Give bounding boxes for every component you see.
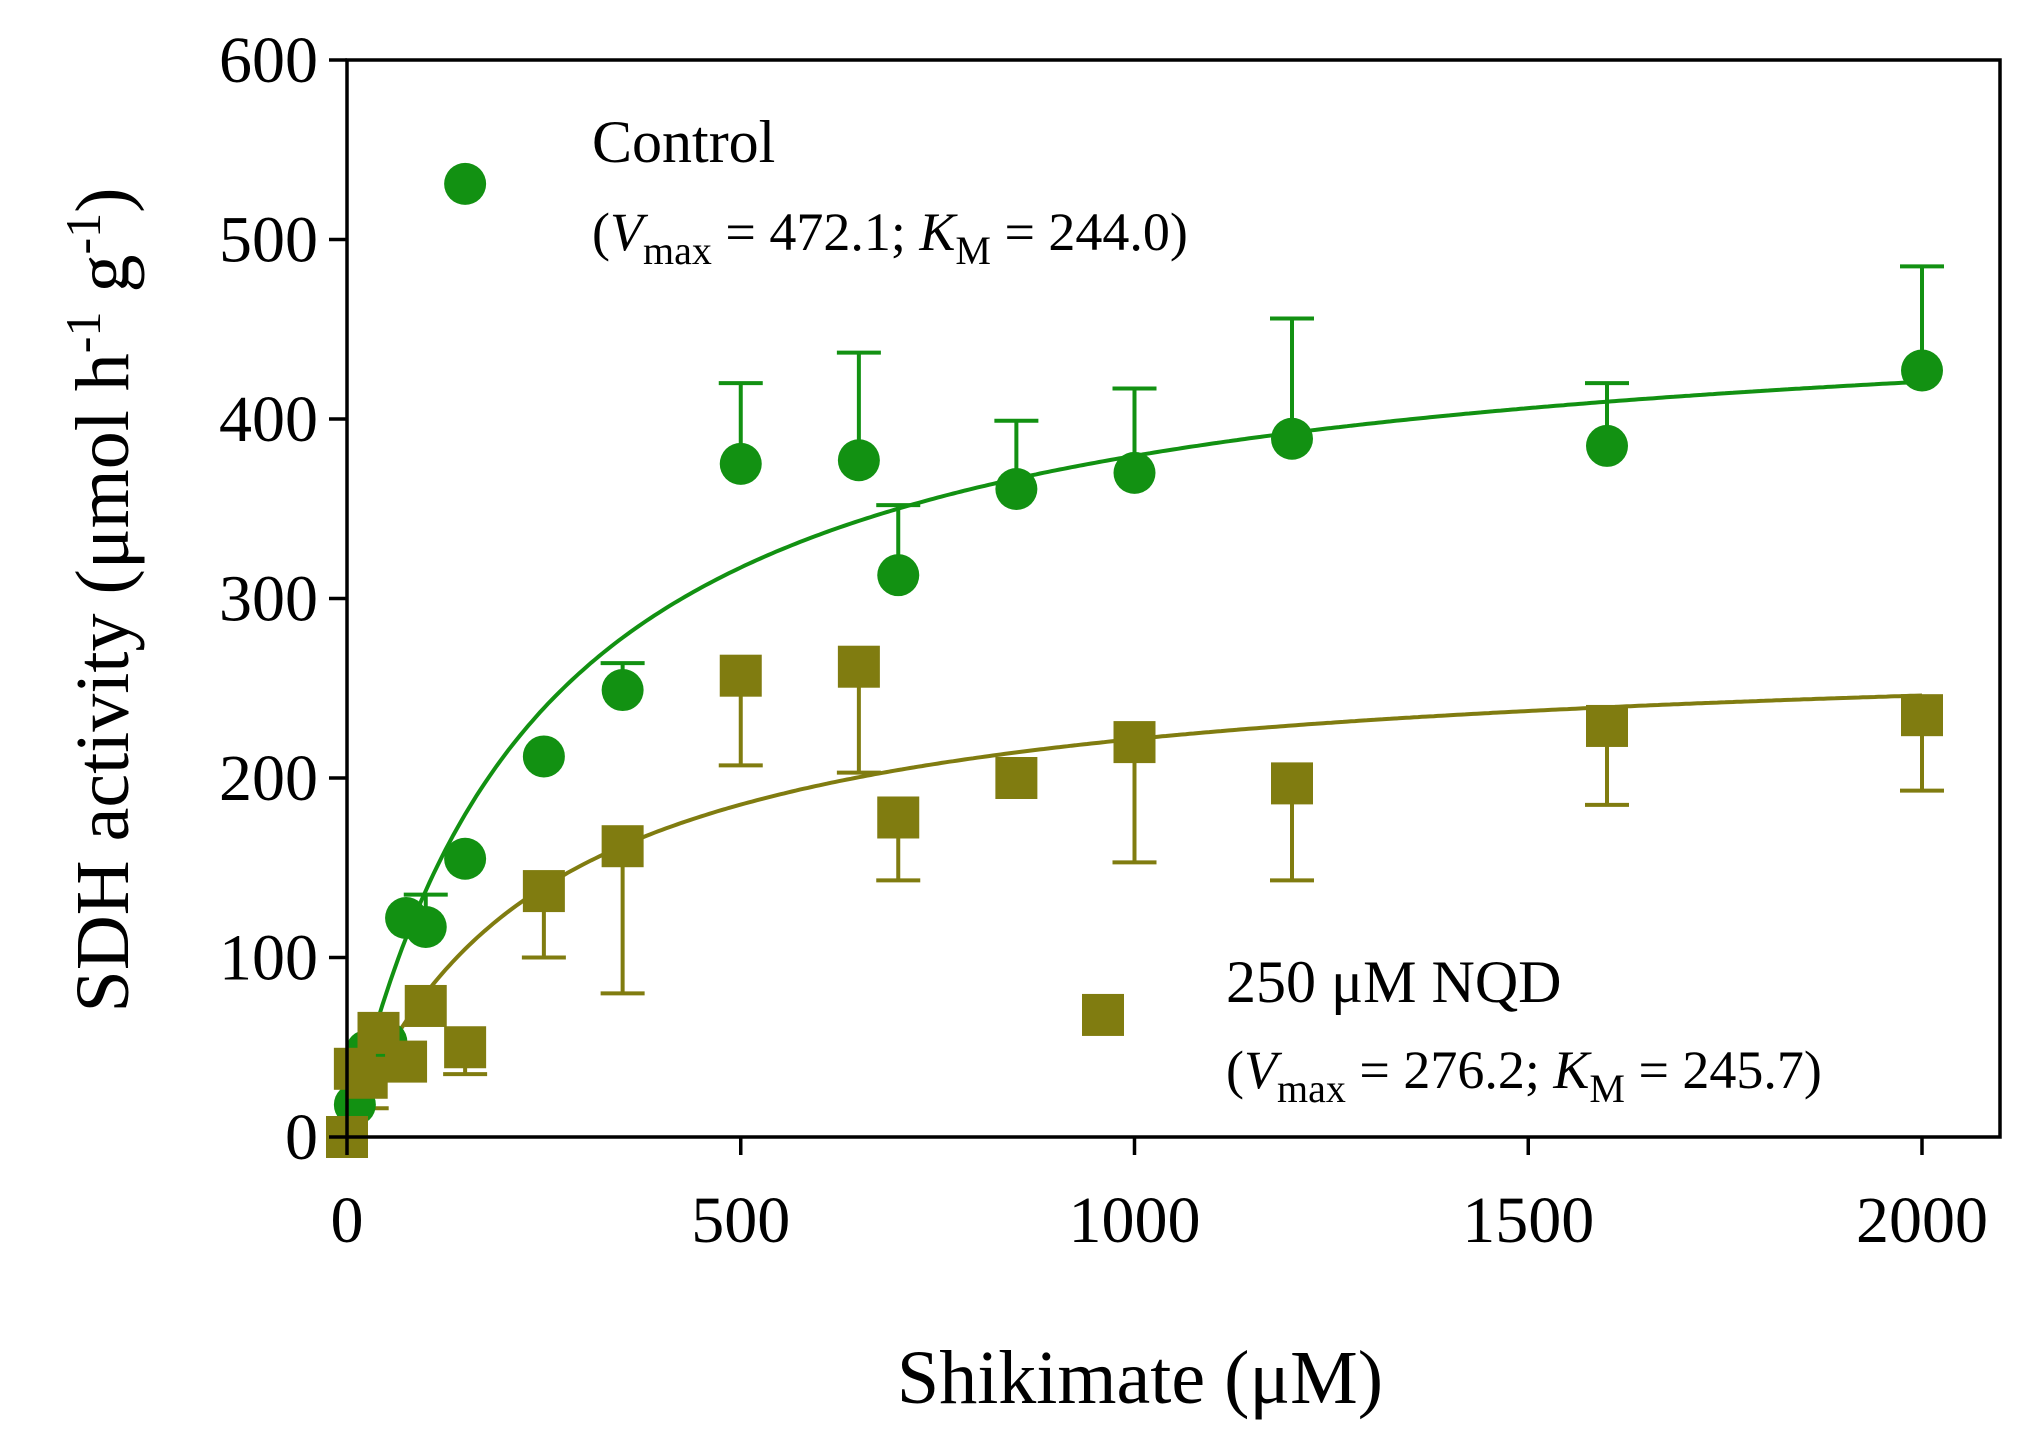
legend-control-params: (Vmax = 472.1; KM = 244.0) bbox=[592, 202, 1188, 273]
legend-nqd: 250 μM NQD (Vmax = 276.2; KM = 245.7) bbox=[1226, 949, 1822, 1111]
data-point-control bbox=[837, 439, 880, 482]
data-point-nqd bbox=[995, 757, 1038, 799]
data-point-control bbox=[1113, 451, 1156, 494]
data-point-control bbox=[877, 554, 920, 597]
data-point-control bbox=[444, 837, 487, 880]
x-tick-label: 1500 bbox=[1462, 1184, 1594, 1257]
data-point-nqd bbox=[385, 1040, 428, 1083]
legend-control-title: Control bbox=[592, 109, 775, 175]
data-point-control bbox=[995, 468, 1038, 511]
data-point-nqd bbox=[1586, 704, 1628, 747]
legend-marker-control bbox=[444, 162, 487, 205]
x-tick-label: 1000 bbox=[1069, 1184, 1201, 1257]
x-tick-label: 0 bbox=[331, 1184, 364, 1257]
data-point-nqd bbox=[1113, 721, 1156, 764]
data-point-nqd bbox=[444, 1026, 487, 1069]
y-tick-label: 600 bbox=[219, 24, 318, 97]
data-point-nqd bbox=[345, 1056, 388, 1099]
data-point-control bbox=[1586, 424, 1628, 467]
data-markers bbox=[326, 162, 1943, 1158]
y-tick-label: 500 bbox=[219, 204, 318, 277]
legend-marker-nqd bbox=[1082, 993, 1124, 1036]
legend-nqd-params: (Vmax = 276.2; KM = 245.7) bbox=[1226, 1040, 1822, 1111]
data-point-nqd bbox=[877, 796, 920, 839]
data-point-nqd bbox=[522, 870, 565, 913]
data-point-control bbox=[719, 442, 762, 485]
legend-control: Control (Vmax = 472.1; KM = 244.0) bbox=[592, 109, 1188, 273]
y-axis-title: SDH activity (μmol h-1 g-1) bbox=[55, 188, 145, 1013]
data-point-nqd bbox=[404, 984, 447, 1027]
data-point-control bbox=[1271, 417, 1313, 460]
data-point-nqd bbox=[601, 825, 644, 868]
x-tick-label: 500 bbox=[691, 1184, 790, 1257]
x-axis-title: Shikimate (μM) bbox=[897, 1336, 1383, 1420]
fit-curve-control bbox=[376, 379, 1923, 1019]
data-point-control bbox=[1901, 349, 1943, 392]
data-point-nqd bbox=[719, 654, 762, 697]
data-point-control bbox=[522, 735, 565, 778]
y-axis-title-mid: g bbox=[61, 255, 145, 312]
y-axis-title-end: ) bbox=[61, 188, 145, 213]
y-axis-title-main: SDH activity (μmol h bbox=[61, 353, 145, 1012]
y-tick-label: 200 bbox=[219, 742, 318, 815]
y-tick-label: 300 bbox=[219, 563, 318, 636]
y-tick-label: 400 bbox=[219, 383, 318, 456]
y-axis-ticks: 0 100 200 300 400 500 600 bbox=[219, 24, 347, 1174]
x-axis-ticks: 0 500 1000 1500 2000 bbox=[331, 1137, 1988, 1257]
data-point-nqd bbox=[1901, 694, 1943, 737]
y-axis-title-sup1: -1 bbox=[55, 312, 111, 354]
y-axis-title-sup2: -1 bbox=[55, 213, 111, 255]
data-point-nqd bbox=[1271, 762, 1313, 805]
legend-nqd-title: 250 μM NQD bbox=[1226, 949, 1562, 1015]
y-tick-label: 0 bbox=[285, 1101, 318, 1174]
x-tick-label: 2000 bbox=[1856, 1184, 1988, 1257]
data-point-control bbox=[404, 905, 447, 948]
data-point-control bbox=[601, 669, 644, 712]
data-point-nqd bbox=[837, 645, 880, 688]
y-tick-label: 100 bbox=[219, 922, 318, 995]
